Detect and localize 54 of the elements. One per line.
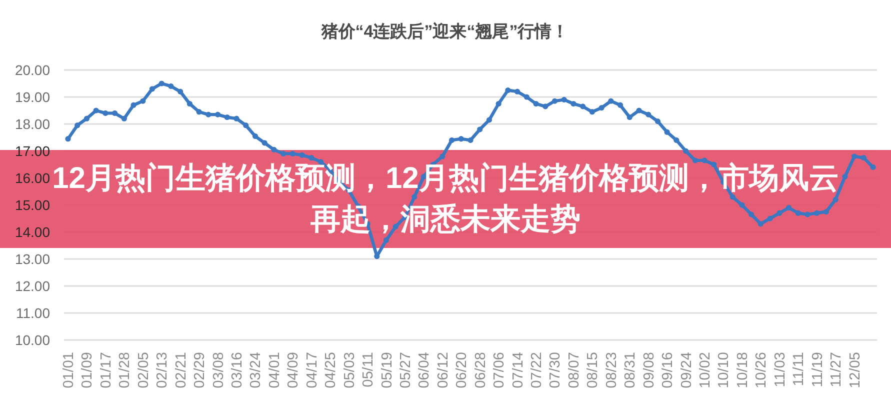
x-tick-label: 10/18: [734, 352, 751, 388]
y-tick-label: 20.00: [14, 62, 50, 78]
x-tick-label: 11/03: [772, 352, 788, 388]
x-tick-label: 04/09: [286, 352, 302, 388]
y-tick-label: 16.00: [14, 170, 50, 186]
y-tick-label: 15.00: [14, 197, 50, 213]
x-tick-label: 05/19: [379, 352, 396, 388]
y-tick-label: 14.00: [14, 224, 50, 240]
y-tick-label: 10.00: [14, 332, 50, 348]
x-tick-label: 05/27: [398, 352, 414, 388]
x-tick-label: 12/05: [847, 352, 864, 388]
y-tick-label: 18.00: [14, 116, 50, 132]
x-tick-label: 09/16: [660, 352, 676, 388]
x-tick-label: 11/11: [791, 352, 808, 386]
x-tick-label: 04/01: [266, 352, 283, 388]
x-tick-label: 03/08: [210, 352, 227, 388]
x-tick-label: 03/24: [248, 352, 264, 388]
y-tick-label: 12.00: [14, 278, 50, 294]
x-tick-label: 05/03: [342, 352, 358, 388]
x-tick-label: 08/07: [566, 352, 582, 388]
x-tick-label: 02/05: [136, 352, 152, 388]
chart-title: 猪价“4连跌后”迎来“翘尾”行情！: [320, 22, 569, 41]
x-tick-label: 08/31: [622, 352, 639, 388]
x-tick-label: 10/26: [754, 352, 770, 388]
y-tick-label: 19.00: [14, 89, 50, 105]
y-tick-label: 13.00: [14, 251, 50, 267]
x-tick-label: 11/19: [810, 352, 826, 388]
x-tick-label: 06/12: [435, 352, 452, 388]
x-tick-label: 05/11: [360, 352, 377, 388]
x-tick-label: 08/23: [604, 352, 620, 388]
x-tick-label: 03/16: [229, 352, 246, 388]
x-tick-label: 02/21: [173, 352, 190, 388]
x-tick-label: 02/29: [192, 352, 208, 388]
x-tick-label: 04/17: [304, 352, 320, 388]
y-tick-label: 11.00: [16, 305, 50, 321]
x-tick-label: 07/22: [529, 352, 546, 388]
x-tick-label: 06/04: [416, 352, 433, 388]
x-tick-label: 09/08: [641, 352, 658, 388]
x-tick-label: 04/25: [323, 352, 340, 388]
x-tick-label: 07/30: [548, 352, 564, 388]
x-tick-label: 06/20: [454, 352, 470, 388]
x-tick-label: 01/28: [117, 352, 134, 388]
x-tick-label: 06/28: [472, 352, 489, 388]
x-tick-label: 01/17: [98, 352, 114, 388]
x-tick-label: 01/09: [80, 352, 96, 388]
x-tick-label: 08/15: [585, 352, 602, 388]
x-tick-label: 09/24: [678, 352, 695, 388]
x-tick-label: 07/14: [510, 352, 526, 388]
x-tick-label: 02/13: [154, 352, 171, 388]
x-tick-label: 07/06: [492, 352, 508, 388]
x-tick-label: 01/01: [61, 352, 77, 388]
x-tick-label: 11/27: [828, 352, 845, 388]
x-tick-label: 10/02: [698, 352, 714, 388]
x-tick-label: 10/10: [716, 352, 732, 388]
